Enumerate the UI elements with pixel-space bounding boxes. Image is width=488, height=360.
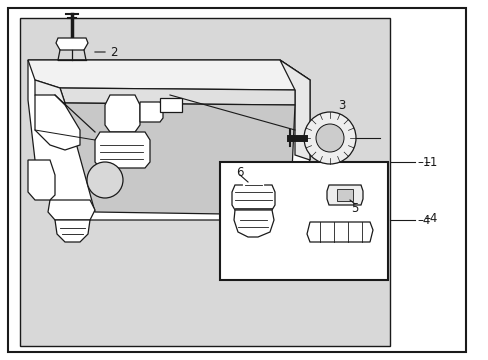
Polygon shape [56,38,88,50]
Polygon shape [35,95,80,150]
Text: –1: –1 [423,156,436,168]
Circle shape [304,112,355,164]
Polygon shape [140,102,163,122]
Text: 5: 5 [350,202,358,215]
Polygon shape [326,185,362,205]
Polygon shape [280,60,309,160]
Bar [160,98,182,112]
Polygon shape [65,103,294,215]
Polygon shape [48,200,95,220]
Polygon shape [28,60,309,220]
Polygon shape [306,222,372,242]
Text: –4: –4 [423,212,436,225]
Bar [220,162,387,280]
Polygon shape [28,160,55,200]
Text: 3: 3 [338,99,345,112]
Bar [20,18,389,346]
Text: –4: –4 [416,213,429,226]
Text: 2: 2 [110,45,117,59]
Text: –1: –1 [416,156,429,168]
Polygon shape [55,220,90,242]
Polygon shape [35,80,65,103]
Polygon shape [95,132,150,168]
Polygon shape [105,95,140,132]
Polygon shape [234,210,273,237]
Circle shape [87,162,123,198]
Circle shape [315,124,343,152]
Polygon shape [28,60,309,90]
Bar [336,189,352,201]
Text: 6: 6 [236,166,243,179]
Polygon shape [60,88,294,105]
Polygon shape [231,185,274,210]
